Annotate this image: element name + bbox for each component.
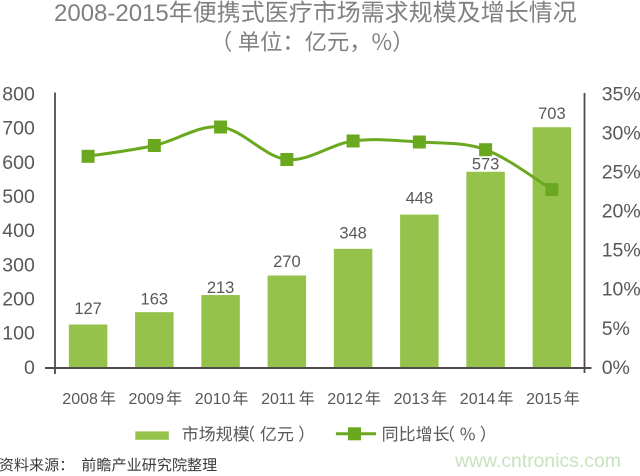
svg-text:15%: 15% (602, 240, 640, 262)
svg-text:270: 270 (273, 253, 301, 271)
svg-text:2012: 2012 (327, 391, 363, 408)
svg-text:573: 573 (472, 155, 500, 173)
svg-text:448: 448 (406, 189, 434, 207)
svg-text:2010: 2010 (195, 391, 231, 408)
svg-text:800: 800 (2, 84, 35, 106)
svg-text:2014: 2014 (460, 391, 496, 408)
svg-text:500: 500 (2, 186, 35, 208)
svg-text:0%: 0% (602, 357, 630, 379)
svg-text:400: 400 (2, 220, 35, 242)
svg-text:703: 703 (538, 105, 566, 123)
svg-text:348: 348 (339, 224, 367, 242)
svg-text:2008-2015: 2008-2015 (54, 0, 169, 27)
svg-text:163: 163 (141, 291, 169, 309)
svg-text:25%: 25% (602, 162, 640, 184)
svg-text:2013: 2013 (394, 391, 430, 408)
svg-text:600: 600 (2, 152, 35, 174)
svg-text:10%: 10% (602, 279, 640, 301)
svg-text:127: 127 (74, 300, 102, 318)
svg-text:35%: 35% (602, 84, 640, 106)
svg-text:100: 100 (2, 323, 35, 345)
svg-text:30%: 30% (602, 123, 640, 145)
svg-text:213: 213 (207, 279, 235, 297)
svg-text:2011: 2011 (261, 391, 296, 408)
svg-text:300: 300 (2, 254, 35, 276)
svg-text:5%: 5% (602, 318, 630, 340)
svg-text:20%: 20% (602, 201, 640, 223)
svg-text:2009: 2009 (129, 391, 165, 408)
svg-text:700: 700 (2, 118, 35, 140)
svg-text:www.cntronics.com: www.cntronics.com (454, 450, 621, 472)
svg-text:0: 0 (24, 357, 35, 379)
svg-text:200: 200 (2, 289, 35, 311)
svg-text:2015: 2015 (526, 391, 562, 408)
svg-text:2008: 2008 (62, 391, 98, 408)
